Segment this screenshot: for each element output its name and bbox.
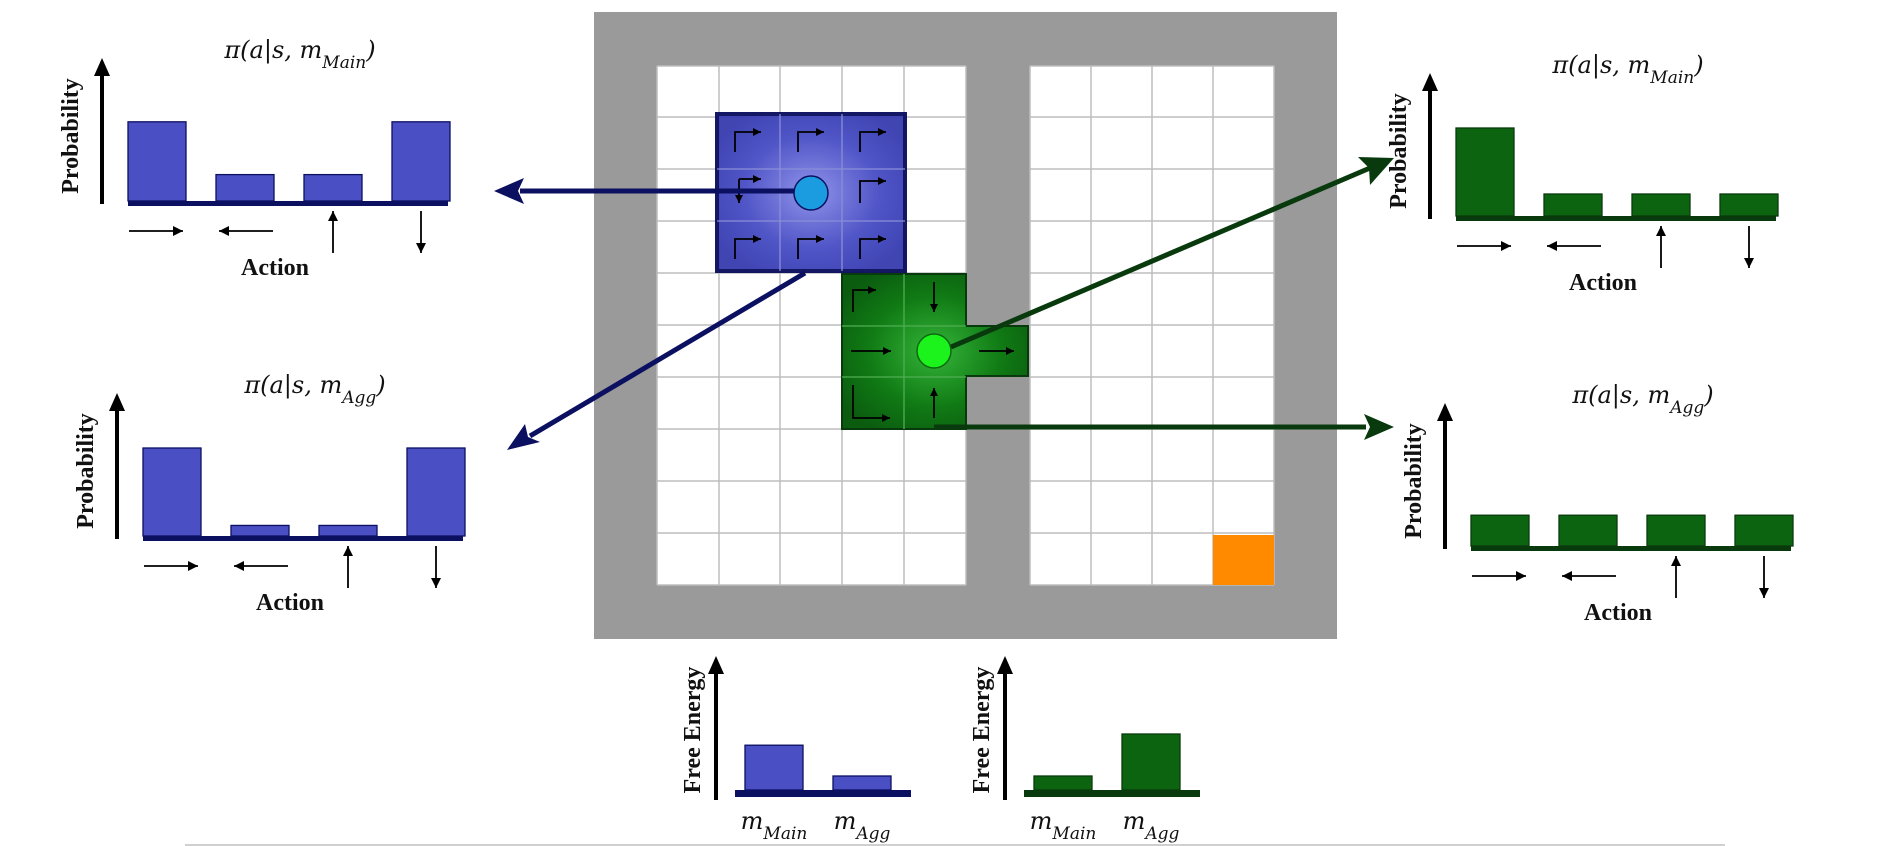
cell-up-right-icon <box>734 128 761 152</box>
x-axis-baseline <box>735 790 911 797</box>
free-energy-bar <box>744 744 804 791</box>
policy-bar <box>1646 514 1706 547</box>
x-axis-baseline <box>1471 546 1791 551</box>
category-label: mAgg <box>1123 807 1180 844</box>
arrow-to-blue-agg <box>507 270 807 450</box>
y-axis-label: Probability <box>73 413 99 529</box>
up-arrow-icon <box>328 211 338 253</box>
green-window-grid <box>842 274 966 429</box>
cell-up-right-icon <box>859 235 886 259</box>
policy-bar <box>303 173 363 202</box>
down-arrow-icon <box>431 546 441 588</box>
x-axis-baseline <box>143 536 463 541</box>
free-energy-bar <box>1033 775 1093 791</box>
blue-agent <box>793 175 829 211</box>
y-axis-label: Probability <box>1386 93 1412 209</box>
y-axis-arrowhead <box>109 393 125 411</box>
green-free-energy-panel: Free Energy mMain mAgg <box>969 656 1200 844</box>
category-label: mMain <box>1030 807 1097 844</box>
policy-bar <box>142 447 202 537</box>
policy-bar <box>215 173 275 202</box>
right-arrow-icon <box>144 561 198 571</box>
policy-bar <box>1543 193 1603 217</box>
left-arrow-icon <box>1547 241 1601 251</box>
policy-bar <box>1455 127 1515 217</box>
connector-arrows <box>494 157 1394 450</box>
category-label: mMain <box>741 807 808 844</box>
right-arrow-icon <box>1472 571 1526 581</box>
y-axis-arrowhead <box>94 58 110 76</box>
policy-title: π(a|s, mMain) <box>1551 51 1703 88</box>
free-energy-bar <box>832 775 892 791</box>
y-axis-label: Probability <box>1401 423 1427 539</box>
policy-bar <box>1631 193 1691 217</box>
policy-title: π(a|s, mMain) <box>223 36 375 73</box>
arrow-to-green-main <box>950 157 1394 350</box>
category-label: mAgg <box>834 807 891 844</box>
policy-bar <box>318 524 378 537</box>
policy-bar <box>1558 514 1618 547</box>
cell-up-right-icon <box>797 235 824 259</box>
policy-bar <box>230 524 290 537</box>
x-axis-baseline <box>1024 790 1200 797</box>
policy-bar <box>391 121 451 202</box>
up-arrow-icon <box>343 546 353 588</box>
x-axis-label: Action <box>1584 600 1652 626</box>
free-energy-bar <box>1121 733 1181 791</box>
cell-right-icon <box>851 347 891 355</box>
policy-bar <box>1734 514 1794 547</box>
policy-bar <box>1719 193 1779 217</box>
x-axis-baseline <box>128 201 448 206</box>
policy-title: π(a|s, mAgg) <box>243 371 385 408</box>
policy-bar <box>1470 514 1530 547</box>
left-arrow-icon <box>1562 571 1616 581</box>
arrow-to-green-agg <box>934 414 1394 440</box>
gridworld <box>594 12 1337 639</box>
up-arrow-icon <box>1671 556 1681 598</box>
policy-bar <box>127 121 187 202</box>
up-arrow-icon <box>1656 226 1666 268</box>
green-main-policy-panel: π(a|s, mMain) Probability Action <box>1386 51 1779 296</box>
blue-agg-policy-panel: π(a|s, mAgg) Probability Action <box>73 371 466 616</box>
left-arrow-icon <box>219 226 273 236</box>
cell-right-icon <box>739 175 761 183</box>
y-axis-arrowhead <box>997 656 1013 674</box>
y-axis-label: Probability <box>58 78 84 194</box>
cell-up-right-icon <box>852 286 876 312</box>
x-axis-label: Action <box>241 255 309 281</box>
left-arrow-icon <box>234 561 288 571</box>
y-axis-arrowhead <box>1422 73 1438 91</box>
green-agg-policy-panel: π(a|s, mAgg) Probability Action <box>1401 381 1794 626</box>
goal-cell <box>1213 535 1274 585</box>
x-axis-label: Action <box>1569 270 1637 296</box>
cell-up-icon <box>930 388 938 418</box>
cell-up-right-icon <box>859 128 886 152</box>
policy-bar <box>406 447 466 537</box>
arrow-to-blue-main <box>494 178 794 204</box>
blue-free-energy-panel: Free Energy mMain mAgg <box>680 656 911 844</box>
down-arrow-icon <box>1744 226 1754 268</box>
cell-up-right-icon <box>859 177 886 203</box>
y-axis-label: Free Energy <box>969 667 995 794</box>
blue-policy-arrows <box>734 128 886 259</box>
x-axis-baseline <box>1456 216 1776 221</box>
green-policy-arrows <box>851 282 1014 422</box>
cell-up-right-icon <box>852 385 890 422</box>
down-arrow-icon <box>416 211 426 253</box>
right-arrow-icon <box>129 226 183 236</box>
right-arrow-icon <box>1457 241 1511 251</box>
blue-main-policy-panel: π(a|s, mMain) Probability Action <box>58 36 451 281</box>
cell-up-right-icon <box>797 128 824 152</box>
y-axis-arrowhead <box>708 656 724 674</box>
green-agent <box>916 333 952 369</box>
cell-up-right-icon <box>734 235 761 259</box>
cell-down-icon <box>930 282 938 312</box>
x-axis-label: Action <box>256 590 324 616</box>
down-arrow-icon <box>1759 556 1769 598</box>
y-axis-arrowhead <box>1437 403 1453 421</box>
cell-right-icon <box>979 347 1014 355</box>
policy-title: π(a|s, mAgg) <box>1571 381 1713 418</box>
y-axis-label: Free Energy <box>680 667 706 794</box>
